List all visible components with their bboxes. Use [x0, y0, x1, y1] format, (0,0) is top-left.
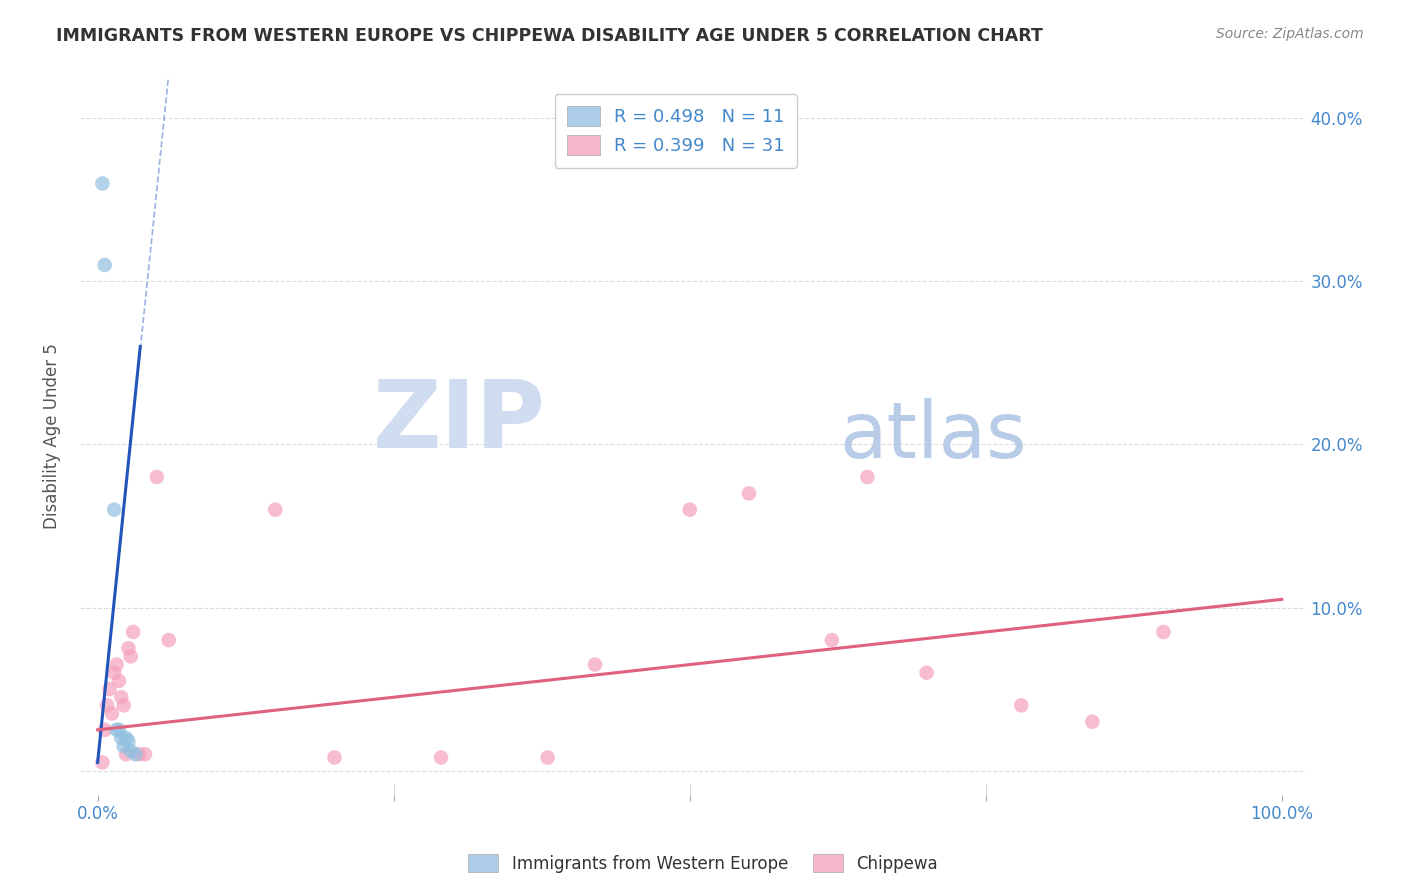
Legend: Immigrants from Western Europe, Chippewa: Immigrants from Western Europe, Chippewa: [461, 847, 945, 880]
Point: [122, 624, 145, 639]
Point: [157, 633, 180, 648]
Point: [101, 706, 124, 721]
Point: [134, 747, 156, 762]
Point: [108, 723, 131, 737]
Point: [1081, 714, 1104, 729]
Point: [128, 747, 150, 762]
Point: [738, 486, 761, 500]
Point: [110, 731, 132, 745]
Point: [117, 641, 139, 656]
Text: Source: ZipAtlas.com: Source: ZipAtlas.com: [1216, 27, 1364, 41]
Point: [679, 502, 702, 516]
Y-axis label: Disability Age Under 5: Disability Age Under 5: [44, 343, 60, 529]
Point: [120, 744, 142, 758]
Point: [1010, 698, 1032, 713]
Point: [536, 750, 558, 764]
Point: [430, 750, 453, 764]
Text: IMMIGRANTS FROM WESTERN EUROPE VS CHIPPEWA DISABILITY AGE UNDER 5 CORRELATION CH: IMMIGRANTS FROM WESTERN EUROPE VS CHIPPE…: [56, 27, 1043, 45]
Point: [583, 657, 606, 672]
Point: [103, 665, 125, 680]
Legend: R = 0.498   N = 11, R = 0.399   N = 31: R = 0.498 N = 11, R = 0.399 N = 31: [554, 94, 797, 168]
Point: [117, 734, 139, 748]
Point: [91, 756, 114, 770]
Point: [96, 698, 118, 713]
Point: [103, 502, 125, 516]
Point: [124, 747, 146, 762]
Point: [115, 747, 138, 762]
Point: [146, 470, 169, 484]
Point: [1152, 624, 1174, 639]
Point: [112, 698, 135, 713]
Point: [112, 739, 135, 753]
Point: [115, 731, 138, 745]
Point: [98, 681, 121, 696]
Point: [93, 723, 115, 737]
Point: [821, 633, 844, 648]
Point: [105, 723, 128, 737]
Point: [93, 258, 115, 272]
Point: [108, 673, 131, 688]
Point: [264, 502, 287, 516]
Point: [323, 750, 346, 764]
Point: [915, 665, 938, 680]
Point: [856, 470, 879, 484]
Text: atlas: atlas: [839, 398, 1028, 475]
Point: [105, 657, 128, 672]
Point: [110, 690, 132, 705]
Text: ZIP: ZIP: [373, 376, 546, 468]
Point: [91, 177, 114, 191]
Point: [120, 649, 142, 664]
